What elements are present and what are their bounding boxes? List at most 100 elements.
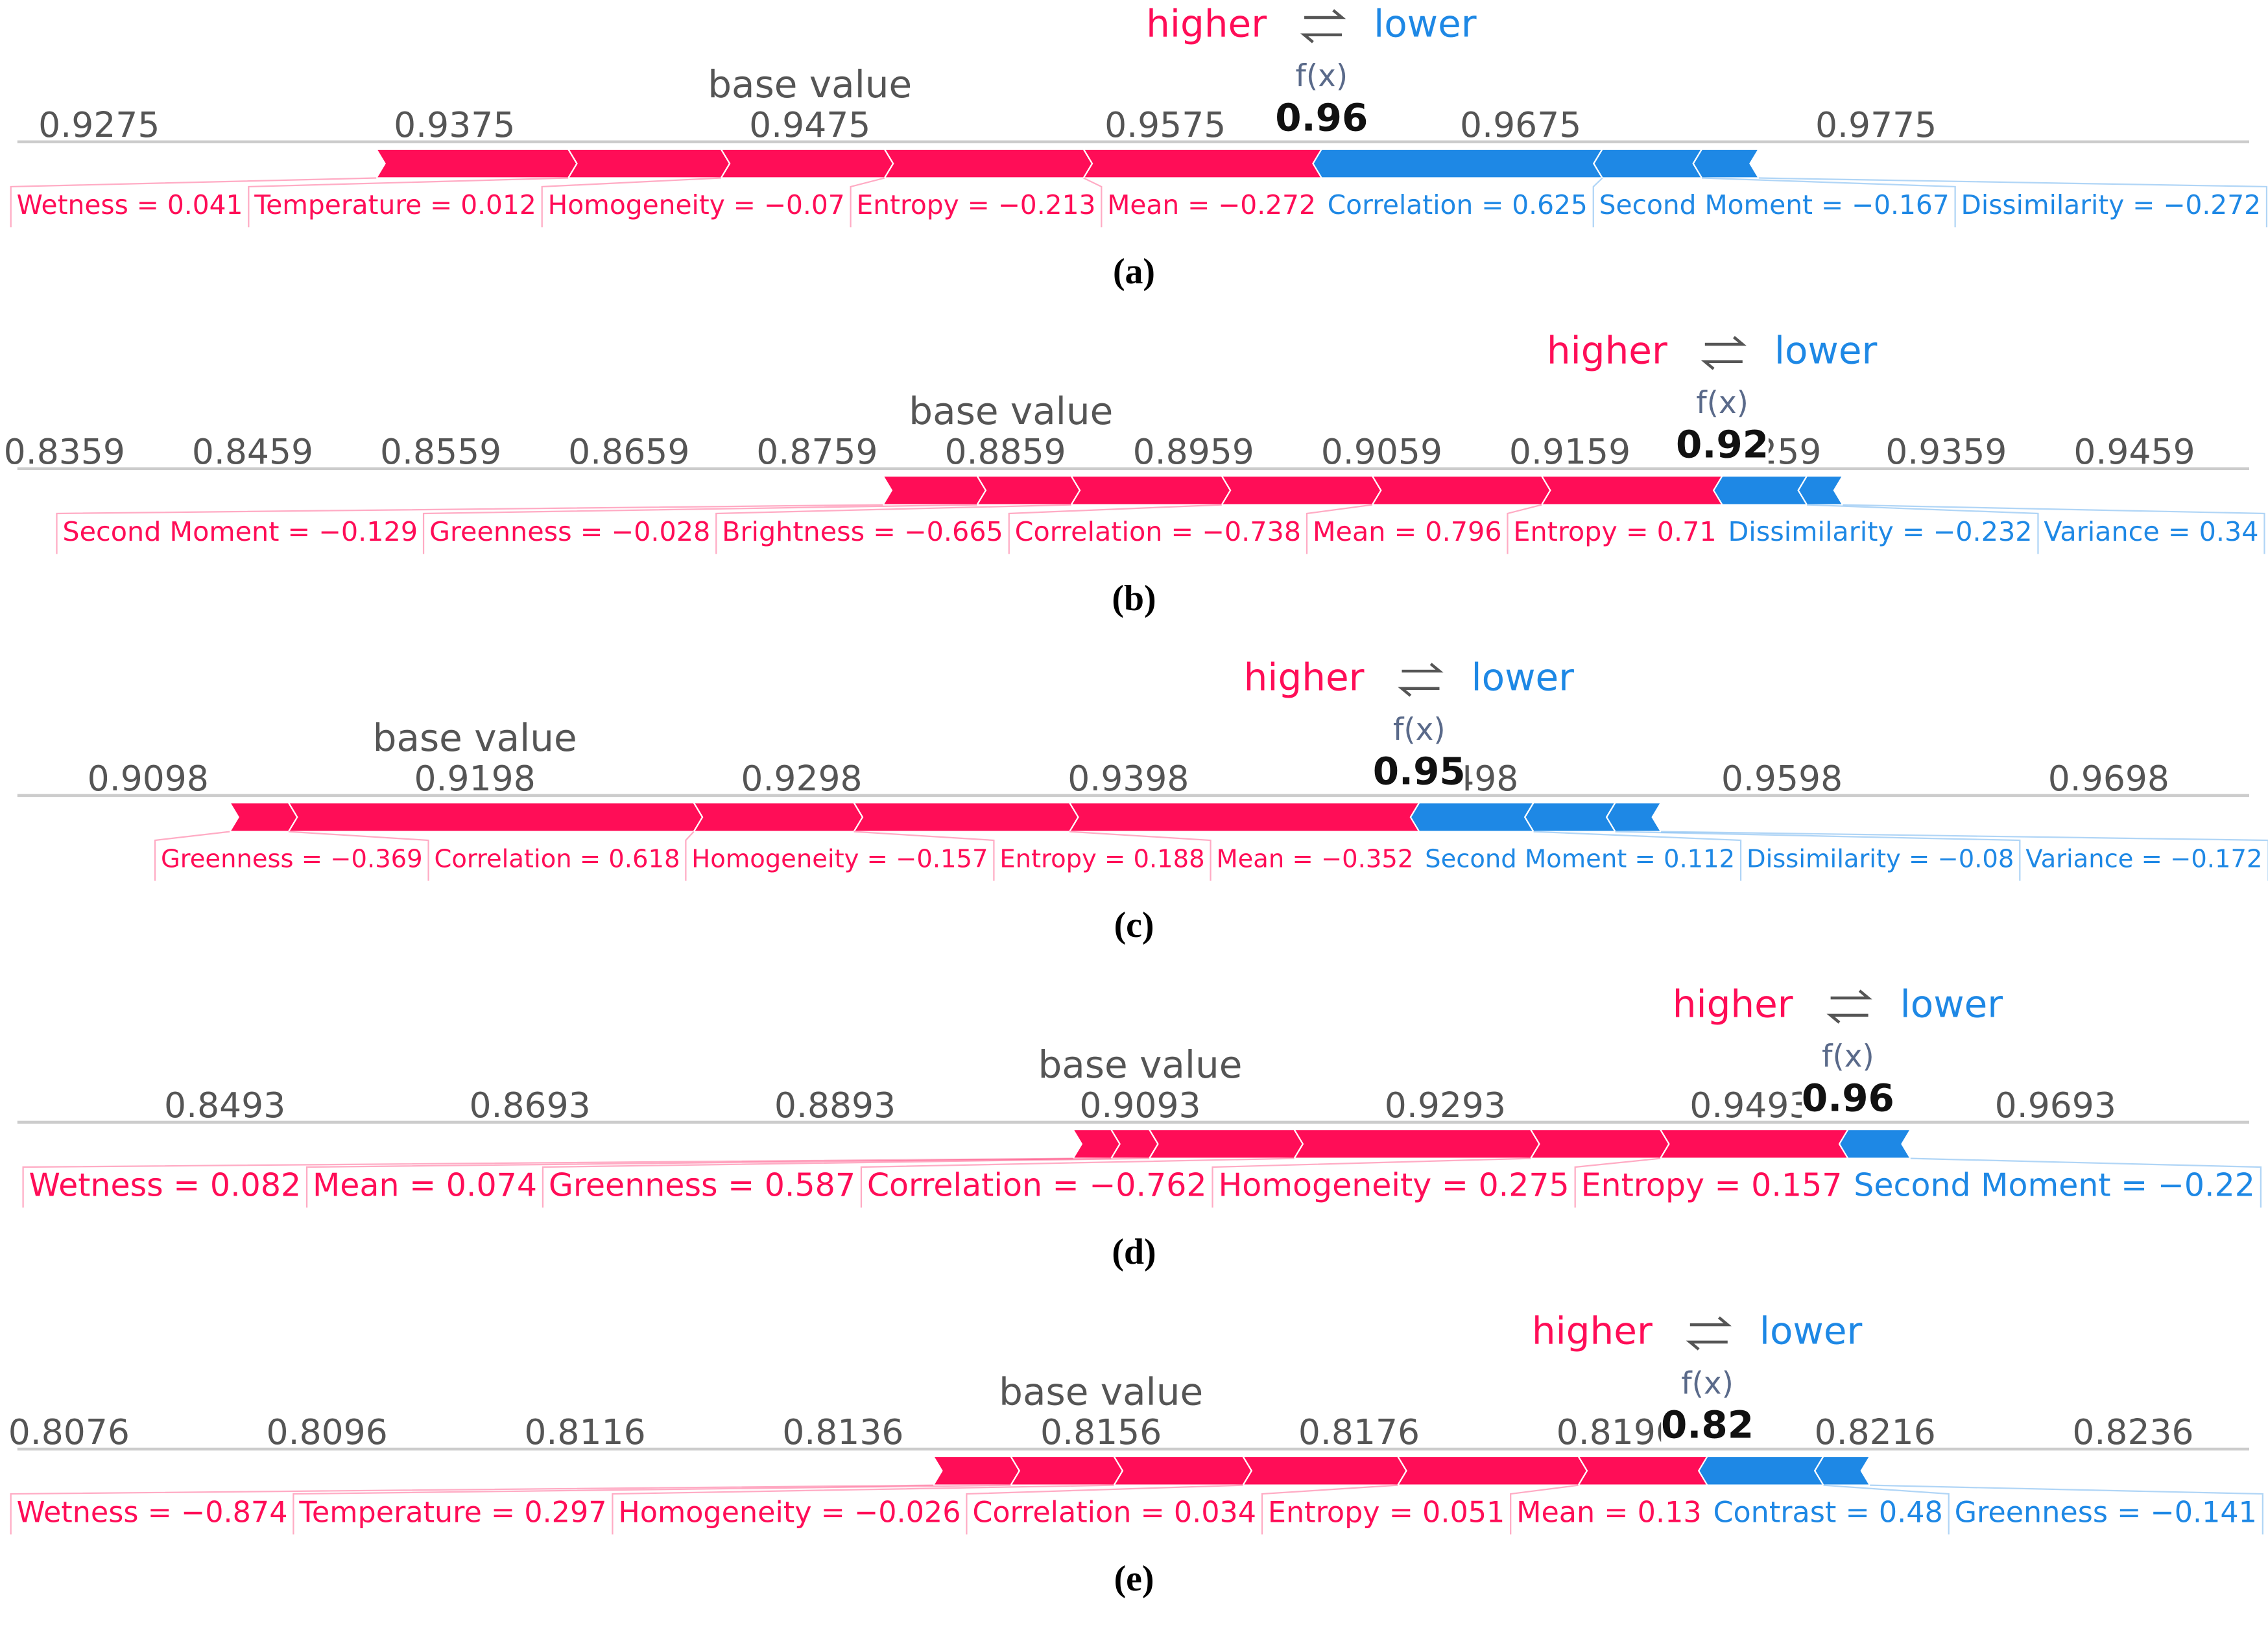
connector (612, 1484, 1114, 1535)
x-tick-label: 0.8359 (4, 431, 125, 472)
connector (1212, 1157, 1531, 1208)
connector (1843, 504, 2265, 554)
output-value-bg (1372, 755, 1466, 793)
higher-label: higher (1532, 1309, 1653, 1353)
positive-segment (692, 801, 864, 833)
positive-feature-label: Second Moment = −0.129 (62, 516, 418, 547)
force-plot: higher lower f(x) 0.8493 0.8693 0.8893 0.9093 0… (17, 982, 2262, 1272)
positive-feature-label: Mean = −0.352 (1216, 845, 1413, 874)
x-tick-label: 0.8859 (944, 431, 1066, 472)
direction-arrows (1398, 663, 1444, 697)
positive-feature-label: Greenness = 0.587 (549, 1167, 855, 1204)
negative-feature-label: Second Moment = −0.22 (1854, 1167, 2255, 1204)
x-tick-label: 0.9775 (1815, 104, 1937, 145)
negative-feature-label: Variance = 0.34 (2044, 516, 2258, 547)
x-tick-label: 0.8176 (1298, 1412, 1420, 1452)
connector (685, 831, 695, 881)
base-value-label: base value (373, 716, 577, 760)
positive-feature-label: Wetness = 0.082 (29, 1167, 302, 1204)
positive-segment (1112, 1455, 1253, 1486)
base-value-label: base value (999, 1369, 1203, 1413)
negative-feature-label: Dissimilarity = −0.08 (1747, 845, 2014, 874)
positive-segment (1577, 1455, 1717, 1486)
connector (542, 1157, 1150, 1208)
x-tick-label: 0.9098 (88, 758, 209, 799)
negative-segment (1712, 475, 1809, 506)
x-tick-label: 0.9059 (1321, 431, 1442, 472)
x-tick-label: 0.8493 (164, 1085, 285, 1126)
x-tick-label: 0.9298 (741, 758, 862, 799)
direction-arrows (1701, 336, 1747, 370)
connector (1870, 1484, 2263, 1535)
x-tick-label: 0.9598 (1721, 758, 1843, 799)
positive-segment (883, 148, 1093, 179)
lower-label: lower (1472, 656, 1575, 700)
connector (1758, 177, 2268, 228)
positive-feature-label: Entropy = 0.188 (999, 845, 1204, 874)
x-tick-label: 0.9198 (414, 758, 536, 799)
connector (1592, 177, 1603, 228)
x-tick-label: 0.9475 (749, 104, 870, 145)
positive-segment (1009, 1455, 1124, 1486)
direction-arrows (1300, 9, 1346, 43)
negative-feature-label: Greenness = −0.141 (1955, 1496, 2257, 1529)
positive-feature-label: Greenness = −0.369 (161, 845, 423, 874)
negative-feature-label: Correlation = 0.625 (1328, 189, 1588, 220)
x-tick-label: 0.8116 (524, 1412, 645, 1452)
negative-segment (1312, 148, 1604, 179)
negative-feature-label: Second Moment = −0.167 (1599, 189, 1950, 220)
output-value-bg (1676, 428, 1769, 466)
positive-segment (1148, 1128, 1304, 1159)
negative-feature-label: Second Moment = 0.112 (1425, 845, 1735, 874)
panel-label: (b) (1112, 578, 1156, 619)
connector (56, 504, 883, 554)
panel-label: (a) (1113, 252, 1155, 292)
fx-label: f(x) (1393, 713, 1446, 748)
connector (248, 177, 569, 228)
x-tick-label: 0.9093 (1079, 1085, 1200, 1126)
positive-segment (1082, 148, 1331, 179)
connector (1069, 831, 1212, 881)
higher-label: higher (1146, 1, 1267, 45)
base-value-label: base value (909, 389, 1113, 433)
positive-feature-label: Homogeneity = −0.026 (618, 1496, 961, 1529)
force-plot: higher lower f(x) 0.8359 0.8459 0.8559 0.8659 0… (4, 329, 2265, 619)
positive-feature-label: Correlation = 0.618 (434, 845, 680, 874)
connector (1702, 177, 1956, 228)
connector (850, 177, 885, 228)
output-value: 0.96 (1275, 95, 1368, 139)
connector (288, 831, 429, 881)
positive-feature-label: Mean = 0.796 (1313, 516, 1502, 547)
connector (715, 504, 1071, 554)
positive-segment (881, 475, 987, 506)
positive-feature-label: Brightness = −0.665 (722, 516, 1003, 547)
fx-label: f(x) (1822, 1039, 1874, 1074)
base-value-label: base value (708, 62, 912, 106)
base-value-label: base value (1038, 1043, 1242, 1087)
connector (10, 177, 377, 228)
positive-feature-label: Entropy = 0.051 (1268, 1496, 1505, 1529)
positive-segment (228, 801, 298, 833)
connector (1261, 1484, 1398, 1535)
positive-feature-label: Entropy = 0.157 (1581, 1167, 1843, 1204)
connector (1807, 504, 2039, 554)
positive-feature-label: Correlation = 0.034 (972, 1496, 1256, 1529)
negative-segment (1838, 1128, 1912, 1159)
fx-label: f(x) (1696, 386, 1749, 421)
x-tick-label: 0.8659 (568, 431, 689, 472)
output-value: 0.82 (1661, 1403, 1754, 1447)
negative-segment (1813, 1455, 1872, 1486)
x-tick-label: 0.9275 (38, 104, 160, 145)
x-tick-label: 0.9693 (1995, 1085, 2116, 1126)
connector (1533, 831, 1742, 881)
negative-segment (1692, 148, 1760, 179)
positive-feature-label: Homogeneity = −0.07 (548, 189, 845, 220)
connector (1661, 831, 2268, 881)
positive-feature-label: Homogeneity = −0.157 (691, 845, 988, 874)
positive-segment (932, 1455, 1021, 1486)
fx-label: f(x) (1295, 59, 1348, 94)
positive-feature-label: Mean = −0.272 (1107, 189, 1316, 220)
negative-feature-label: Dissimilarity = −0.272 (1961, 189, 2261, 220)
